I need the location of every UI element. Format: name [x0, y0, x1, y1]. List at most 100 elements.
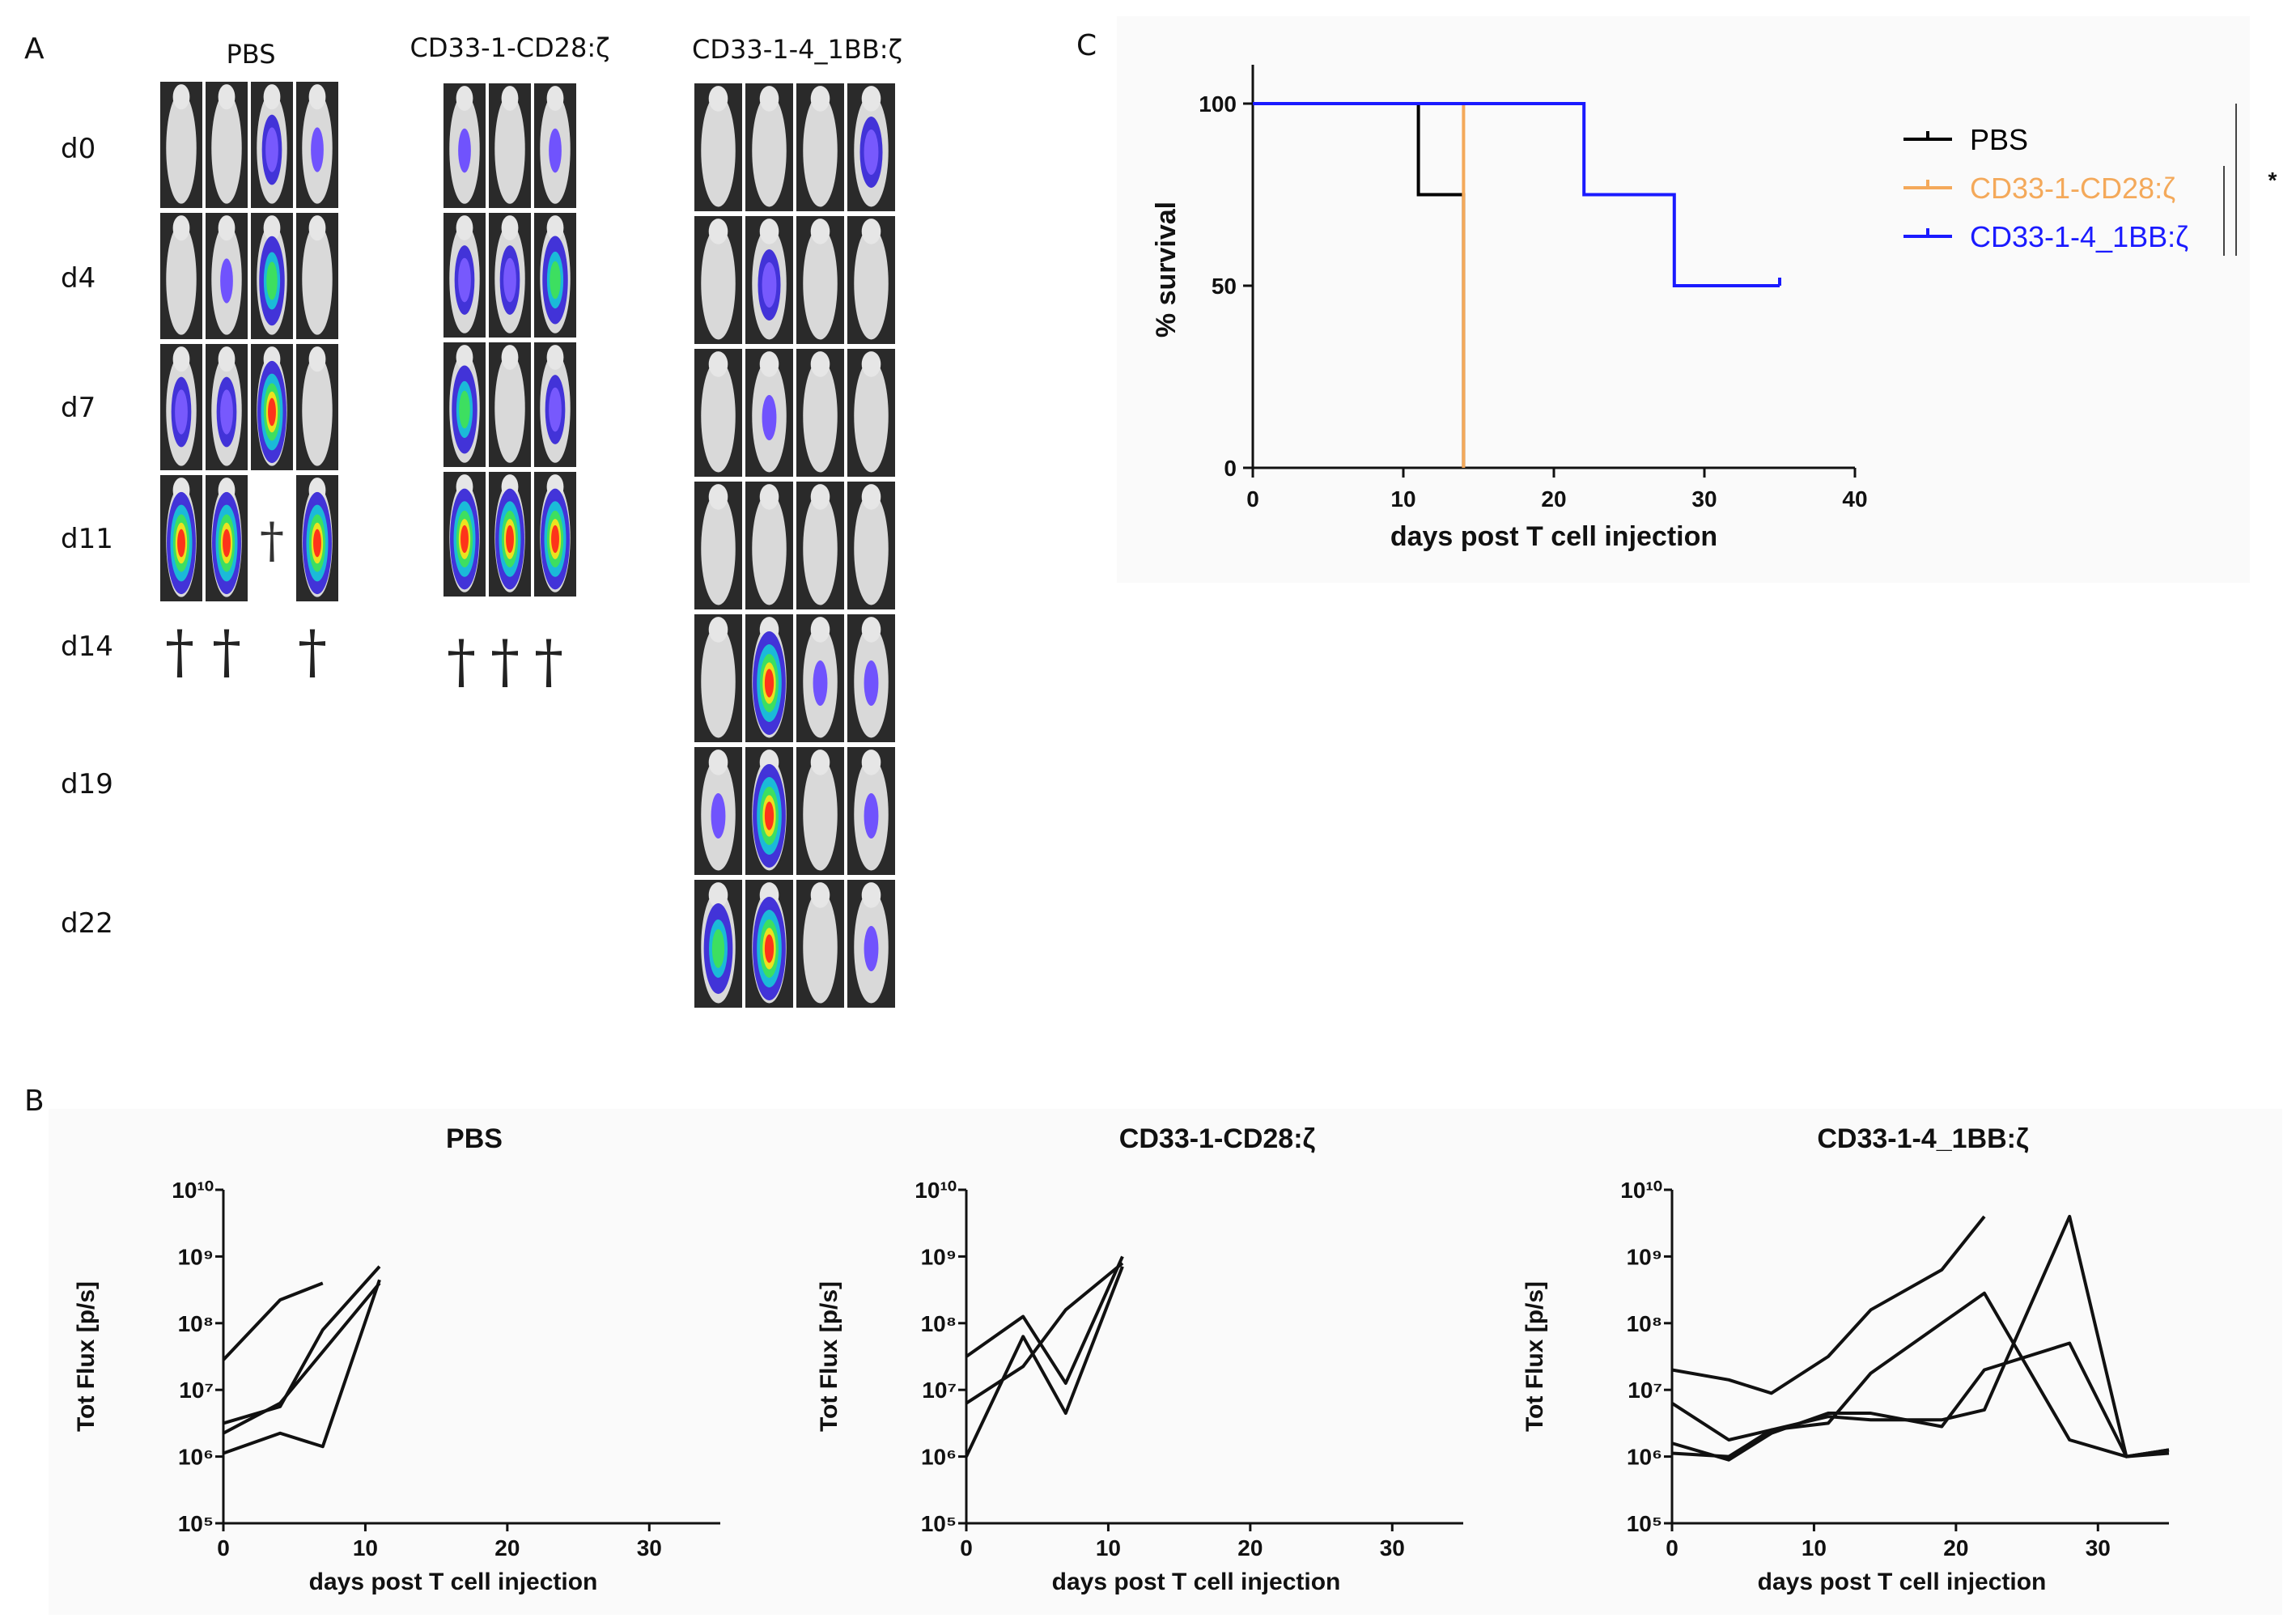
mouse-body — [701, 227, 736, 340]
mouse-flux-line — [223, 1282, 381, 1435]
mouse-body — [752, 492, 787, 605]
col-title-41bb: CD33-1-4_1BB:ζ — [692, 34, 902, 65]
mouse-flux-line — [223, 1279, 381, 1455]
y-axis-title: Tot Flux [p/s] — [816, 1281, 842, 1432]
mouse-head — [501, 215, 519, 240]
mouse-body — [701, 94, 736, 207]
mouse-head — [708, 749, 728, 775]
x-tick-label: 0 — [1246, 486, 1259, 512]
mouse-head — [861, 617, 881, 643]
mouse-body — [166, 92, 197, 204]
mouse-flux-line — [965, 1266, 1124, 1458]
mouse-head — [546, 215, 564, 240]
x-tick-label: 20 — [1943, 1535, 1968, 1560]
chart-title: CD33-1-4_1BB:ζ — [1817, 1123, 2029, 1154]
bioluminescence-signal — [503, 257, 516, 303]
mouse-body — [752, 94, 787, 207]
bioluminescence-signal — [762, 395, 777, 440]
mouse-body — [854, 492, 889, 605]
flux-chart-pbs: PBS 0 10 20 30 10⁵ 10⁶ 10⁷ 10⁸ 10⁹ 10¹⁰ days post T… — [73, 1123, 720, 1595]
bioluminescence-signal — [764, 934, 775, 963]
panel-a: A PBS CD33-1-CD28:ζ CD33-1-4_1BB:ζ d0 d4… — [24, 32, 902, 1008]
mouse-head — [218, 215, 236, 241]
mouse-head — [810, 351, 830, 377]
panel-c: C 0 10 20 30 40 0 50 100 days post T cell inject… — [1076, 16, 2277, 583]
flux-chart-41bb: CD33-1-4_1BB:ζ 0 10 20 30 10⁵ 10⁶ 10⁷ 10⁸ 10⁹ 10¹⁰… — [1521, 1123, 2170, 1595]
y-tick-label: 10⁶ — [921, 1445, 957, 1470]
panel-c-letter: C — [1076, 29, 1097, 62]
mouse-head — [308, 84, 326, 110]
x-tick-label: 10 — [1802, 1535, 1827, 1560]
y-tick-label: 10⁸ — [1627, 1311, 1662, 1336]
y-axis-title: Tot Flux [p/s] — [1521, 1281, 1548, 1432]
x-tick-label: 0 — [960, 1535, 973, 1560]
mouse-image-strip-pbs — [160, 82, 338, 601]
bioluminescence-signal — [551, 524, 559, 554]
x-axis-title: days post T cell injection — [1052, 1569, 1341, 1595]
bioluminescence-signal — [458, 257, 471, 303]
day-label-d14: d14 — [61, 631, 113, 663]
survival-chart: 0 10 20 30 40 0 50 100 days post T cell injectio… — [1151, 65, 2277, 552]
death-marker-icon: † — [447, 627, 476, 695]
mouse-head — [501, 345, 519, 370]
y-tick-label: 10⁸ — [178, 1311, 214, 1336]
mouse-head — [708, 86, 728, 112]
bioluminescence-signal — [458, 128, 471, 173]
mouse-head — [810, 484, 830, 510]
mouse-head — [456, 215, 473, 240]
mouse-head — [308, 346, 326, 372]
mouse-flux-line — [965, 1255, 1124, 1385]
mouse-head — [172, 346, 190, 372]
x-axis-title: days post T cell injection — [1758, 1569, 2047, 1595]
chart-title: CD33-1-CD28:ζ — [1119, 1123, 1316, 1154]
mouse-head — [861, 351, 881, 377]
bioluminescence-signal — [711, 929, 725, 968]
mouse-image-strip-cd28 — [443, 83, 576, 597]
bioluminescence-signal — [549, 128, 562, 173]
y-tick-label: 10⁶ — [1627, 1445, 1662, 1470]
death-marker-icon: † — [534, 627, 563, 695]
x-tick-label: 30 — [1691, 486, 1717, 512]
death-marker-icon: † — [490, 627, 520, 695]
bioluminescence-signal — [506, 524, 514, 554]
x-tick-label: 10 — [1096, 1535, 1121, 1560]
bioluminescence-signal — [864, 660, 879, 706]
y-tick-label: 10⁹ — [921, 1244, 957, 1269]
death-marker-icon: † — [212, 618, 241, 686]
mouse-head — [546, 345, 564, 370]
bioluminescence-signal — [711, 793, 726, 839]
mouse-body — [854, 359, 889, 473]
bioluminescence-signal — [220, 389, 233, 435]
mouse-flux-line — [1670, 1291, 2170, 1459]
mouse-head — [218, 84, 236, 110]
mouse-head — [172, 84, 190, 110]
mouse-head — [810, 882, 830, 908]
bioluminescence-signal — [313, 529, 321, 558]
panel-b-letter: B — [24, 1085, 45, 1118]
bioluminescence-signal — [175, 389, 188, 435]
mouse-head — [708, 351, 728, 377]
x-tick-label: 30 — [637, 1535, 662, 1560]
mouse-head — [501, 86, 519, 111]
x-tick-label: 30 — [1380, 1535, 1405, 1560]
mouse-image-strip-41bb — [694, 83, 895, 1008]
mouse-head — [861, 86, 881, 112]
bioluminescence-signal — [268, 397, 276, 427]
x-tick-label: 0 — [217, 1535, 230, 1560]
mouse-body — [803, 227, 838, 340]
mouse-head — [759, 484, 779, 510]
significance-marker: * — [2268, 168, 2277, 193]
mouse-body — [701, 359, 736, 473]
mouse-head — [759, 351, 779, 377]
legend-label: CD33-1-CD28:ζ — [1970, 172, 2175, 205]
mouse-head — [810, 219, 830, 244]
y-tick-label: 10⁵ — [1627, 1511, 1662, 1536]
mouse-body — [803, 492, 838, 605]
mouse-body — [494, 353, 525, 463]
x-tick-label: 20 — [494, 1535, 520, 1560]
mouse-head — [810, 749, 830, 775]
mouse-flux-line — [965, 1262, 1124, 1405]
mouse-head — [218, 346, 236, 372]
bioluminescence-signal — [764, 801, 775, 830]
chart-title: PBS — [446, 1123, 503, 1154]
